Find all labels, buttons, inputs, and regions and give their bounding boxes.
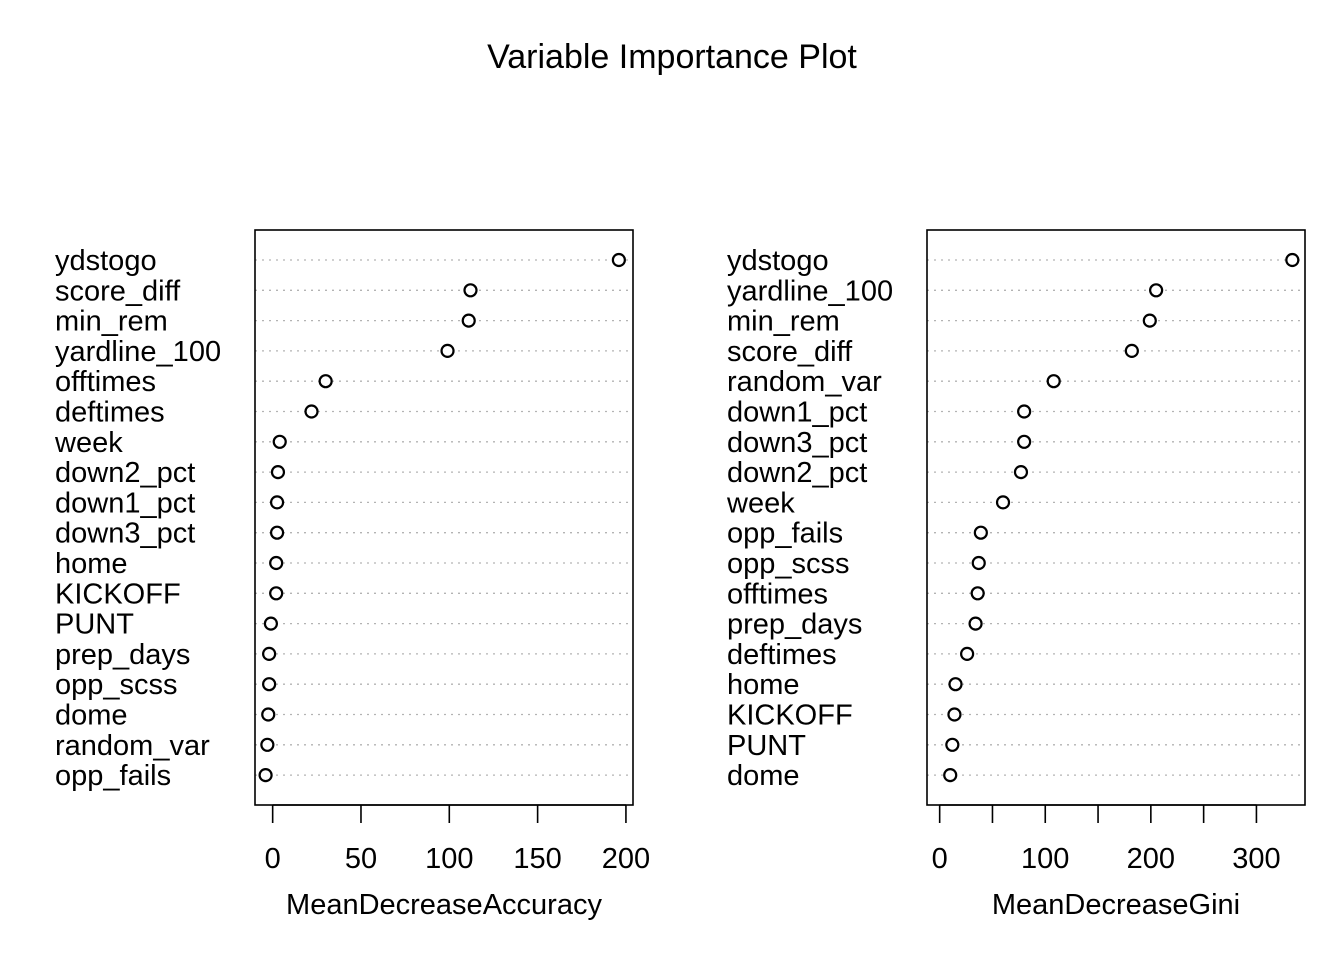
data-point-down1_pct xyxy=(1017,404,1032,419)
data-point-deftimes xyxy=(960,646,975,662)
variable-label: week xyxy=(726,487,795,519)
variable-label: KICKOFF xyxy=(55,578,181,610)
data-point-home xyxy=(269,555,284,571)
variable-label: ydstogo xyxy=(55,245,157,277)
data-point-min_rem xyxy=(1142,313,1157,328)
variable-label: PUNT xyxy=(727,730,806,762)
data-point-week xyxy=(995,495,1011,510)
chart-title: Variable Importance Plot xyxy=(487,38,857,76)
data-point-random_var xyxy=(260,737,275,752)
panel-mean-decrease-gini: ydstogoyardline_100min_remscore_diffrand… xyxy=(726,229,1306,921)
x-axis-title: MeanDecreaseGini xyxy=(992,889,1240,921)
x-tick-label: 0 xyxy=(265,843,281,875)
data-point-offtimes xyxy=(970,586,985,601)
variable-label: down2_pct xyxy=(55,457,195,489)
data-point-down3_pct xyxy=(1017,434,1032,449)
data-point-ydstogo xyxy=(611,252,626,268)
data-point-down2_pct xyxy=(1013,465,1029,480)
data-point-deftimes xyxy=(304,404,319,419)
data-point-opp_fails xyxy=(258,767,273,783)
x-axis-title: MeanDecreaseAccuracy xyxy=(286,889,602,921)
data-point-week xyxy=(272,434,287,449)
plot-frame xyxy=(926,229,1306,806)
variable-label: down3_pct xyxy=(727,427,867,459)
x-tick-label: 100 xyxy=(1021,843,1069,875)
data-point-opp_fails xyxy=(973,525,988,540)
variable-label: down1_pct xyxy=(727,397,867,429)
data-point-yardline_100 xyxy=(440,343,455,358)
variable-label: ydstogo xyxy=(727,245,829,277)
variable-label: min_rem xyxy=(727,306,840,338)
panel-mean-decrease-accuracy: ydstogoscore_diffmin_remyardline_100offt… xyxy=(54,229,650,921)
data-point-KICKOFF xyxy=(947,707,962,722)
variable-label: KICKOFF xyxy=(727,700,853,732)
x-tick-label: 200 xyxy=(602,843,650,875)
variable-label: deftimes xyxy=(55,397,165,429)
data-point-ydstogo xyxy=(1285,252,1300,268)
x-tick-label: 300 xyxy=(1232,843,1280,875)
data-point-min_rem xyxy=(461,313,476,328)
data-point-offtimes xyxy=(318,374,333,389)
variable-label: min_rem xyxy=(55,306,168,338)
x-tick-label: 100 xyxy=(425,843,473,875)
x-tick-label: 150 xyxy=(513,843,561,875)
variable-label: opp_scss xyxy=(55,669,178,701)
variable-label: random_var xyxy=(727,366,882,398)
data-point-PUNT xyxy=(945,737,960,752)
data-point-prep_days xyxy=(262,646,277,662)
variable-label: home xyxy=(55,548,128,580)
variable-label: opp_fails xyxy=(727,518,843,550)
data-point-down2_pct xyxy=(270,465,286,480)
data-point-prep_days xyxy=(968,616,983,631)
variable-label: score_diff xyxy=(55,275,181,307)
variable-label: random_var xyxy=(55,730,210,762)
data-point-opp_scss xyxy=(262,677,277,692)
variable-label: yardline_100 xyxy=(55,336,221,368)
variable-label: opp_scss xyxy=(727,548,850,580)
variable-label: week xyxy=(54,427,123,459)
data-point-yardline_100 xyxy=(1149,283,1164,298)
data-point-dome xyxy=(943,767,958,783)
data-point-score_diff xyxy=(463,283,478,298)
variable-label: offtimes xyxy=(55,366,156,398)
variable-label: deftimes xyxy=(727,639,837,671)
variable-label: dome xyxy=(727,760,800,792)
data-point-PUNT xyxy=(263,616,278,631)
x-tick-label: 50 xyxy=(345,843,377,875)
variable-label: dome xyxy=(55,700,128,732)
data-point-opp_scss xyxy=(971,555,986,571)
data-point-down1_pct xyxy=(269,495,285,510)
variable-label: prep_days xyxy=(727,609,862,641)
data-point-home xyxy=(948,677,963,692)
variable-label: prep_days xyxy=(55,639,190,671)
variable-label: down1_pct xyxy=(55,487,195,519)
data-point-dome xyxy=(261,707,276,722)
variable-label: opp_fails xyxy=(55,760,171,792)
variable-label: score_diff xyxy=(727,336,853,368)
variable-label: down3_pct xyxy=(55,518,195,550)
x-tick-label: 200 xyxy=(1127,843,1175,875)
plot-frame xyxy=(254,229,634,806)
data-point-down3_pct xyxy=(269,525,285,540)
data-point-KICKOFF xyxy=(269,586,284,601)
data-point-score_diff xyxy=(1124,343,1139,358)
variable-label: offtimes xyxy=(727,578,828,610)
data-point-random_var xyxy=(1046,374,1061,389)
variable-label: home xyxy=(727,669,800,701)
variable-label: PUNT xyxy=(55,609,134,641)
variable-label: yardline_100 xyxy=(727,275,893,307)
variable-label: down2_pct xyxy=(727,457,867,489)
x-tick-label: 0 xyxy=(932,843,948,875)
